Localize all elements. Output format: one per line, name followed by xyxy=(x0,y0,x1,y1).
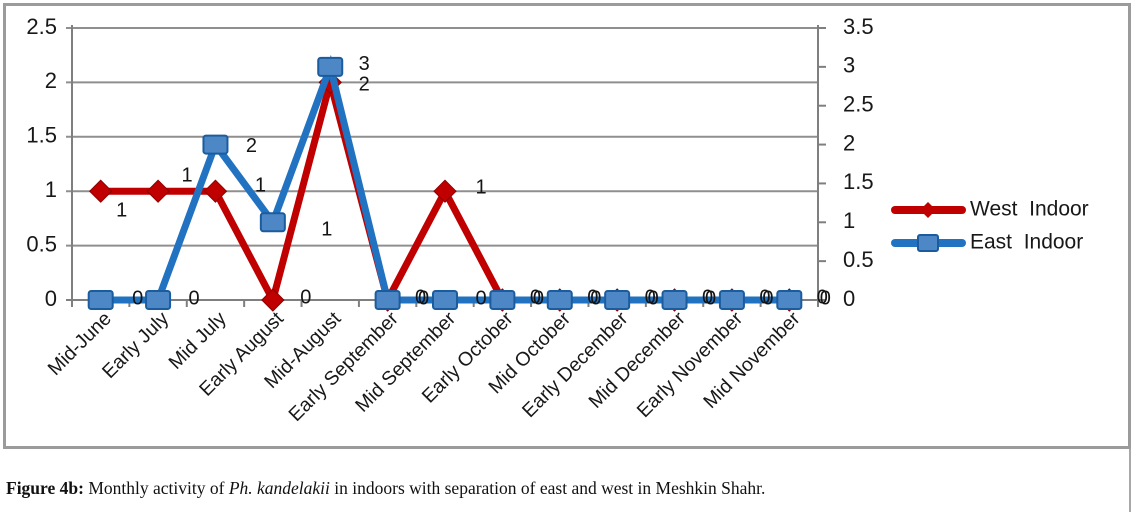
series-east-marker xyxy=(374,290,401,310)
data-label-west: 2 xyxy=(359,74,370,96)
series-east-marker xyxy=(432,290,458,310)
left-axis-tick-label: 1 xyxy=(45,177,57,202)
data-label-east: 0 xyxy=(705,287,716,309)
x-axis-label: Mid September xyxy=(351,307,460,416)
series-east-marker xyxy=(546,290,573,310)
series-east-marker xyxy=(489,290,516,310)
right-axis-tick-label: 2 xyxy=(843,130,855,155)
series-east-marker xyxy=(145,290,172,310)
series-west-marker xyxy=(433,179,457,203)
x-axis-label: Early November xyxy=(633,307,748,422)
legend-west-marker xyxy=(920,202,936,218)
figure-caption-text-1: Monthly activity of xyxy=(83,478,229,498)
data-label-west: 1 xyxy=(116,199,127,221)
legend-west-label: West Indoor xyxy=(970,198,1089,221)
page-edge-line xyxy=(1129,449,1131,512)
series-east-marker xyxy=(317,56,344,77)
data-label-west: 0 xyxy=(702,286,713,308)
series-east-marker xyxy=(604,290,631,310)
data-label-west: 1 xyxy=(475,176,486,198)
figure-caption-label: Figure 4b: xyxy=(6,478,84,498)
data-label-west: 0 xyxy=(587,286,598,308)
data-label-west: 1 xyxy=(182,164,193,186)
figure-caption: Figure 4b: Monthly activity of Ph. kande… xyxy=(6,478,1106,499)
left-axis-tick-label: 2.5 xyxy=(26,14,57,39)
legend-east-marker xyxy=(917,234,939,252)
right-axis-tick-label: 3.5 xyxy=(843,14,874,39)
series-west-marker xyxy=(203,179,228,203)
series-west-marker xyxy=(261,288,285,312)
data-label-west: 0 xyxy=(645,286,656,308)
series-east-marker xyxy=(202,134,229,155)
data-label-east: 0 xyxy=(590,287,601,309)
data-label-east: 0 xyxy=(648,287,659,309)
right-axis-tick-label: 1 xyxy=(843,208,855,233)
data-label-west: 0 xyxy=(415,286,426,308)
left-axis-tick-label: 1.5 xyxy=(26,123,57,148)
data-label-west: 0 xyxy=(817,286,828,308)
data-label-west: 0 xyxy=(300,286,311,308)
data-label-east: 0 xyxy=(132,287,143,309)
chart-frame xyxy=(3,3,1131,449)
series-east-marker xyxy=(87,290,114,310)
series-east-marker xyxy=(661,290,688,310)
series-west-marker xyxy=(88,179,113,203)
series-east-marker xyxy=(776,290,803,310)
data-label-east: 3 xyxy=(359,53,370,75)
left-axis-tick-label: 0 xyxy=(45,286,57,311)
right-axis-tick-label: 0.5 xyxy=(843,247,874,272)
x-axis-label: Early December xyxy=(518,307,633,422)
data-label-west: 1 xyxy=(255,174,266,196)
figure-caption-text-2: in indoors with separation of east and w… xyxy=(329,478,766,498)
right-axis-tick-label: 0 xyxy=(843,286,855,311)
right-axis-tick-label: 2.5 xyxy=(843,92,874,117)
data-label-east: 0 xyxy=(533,287,544,309)
data-label-east: 0 xyxy=(475,287,486,309)
data-label-east: 0 xyxy=(820,287,831,309)
series-east-marker xyxy=(718,290,745,310)
data-label-east: 0 xyxy=(189,287,200,309)
data-label-east: 1 xyxy=(321,219,332,241)
legend-east-label: East Indoor xyxy=(970,231,1083,254)
data-label-east: 2 xyxy=(246,135,257,157)
monthly-activity-line-chart: 2.521.510.503.532.521.510.50Mid-JuneEarl… xyxy=(26,14,1089,426)
left-axis-tick-label: 2 xyxy=(45,68,57,93)
right-axis-tick-label: 3 xyxy=(843,53,855,78)
right-axis-tick-label: 1.5 xyxy=(843,169,874,194)
data-label-west: 0 xyxy=(530,286,541,308)
series-west-marker xyxy=(146,179,170,203)
data-label-east: 0 xyxy=(418,287,429,309)
data-label-east: 0 xyxy=(762,287,773,309)
series-east-marker xyxy=(259,212,286,233)
figure-caption-species: Ph. kandelakii xyxy=(228,478,330,498)
data-label-west: 0 xyxy=(759,286,770,308)
left-axis-tick-label: 0.5 xyxy=(26,231,57,256)
